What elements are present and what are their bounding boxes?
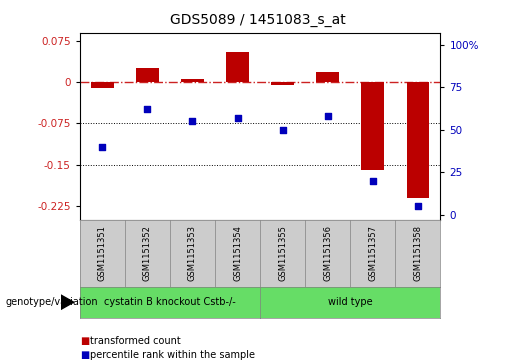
Point (279, 127, 287, 132)
Bar (181, 79, 204, 82)
Text: GSM1151353: GSM1151353 (188, 225, 197, 281)
Text: ■: ■ (80, 350, 89, 360)
Point (143, 106, 151, 112)
Bar (91, 82, 114, 87)
Text: ■: ■ (80, 336, 89, 346)
Text: cystatin B knockout Cstb-/-: cystatin B knockout Cstb-/- (104, 297, 236, 307)
Point (98, 144, 107, 150)
Point (233, 115, 242, 121)
Bar (362, 82, 384, 170)
Point (188, 118, 197, 124)
Text: wild type: wild type (328, 297, 372, 307)
Text: genotype/variation: genotype/variation (5, 297, 98, 307)
Text: GSM1151355: GSM1151355 (278, 225, 287, 281)
Text: transformed count: transformed count (90, 336, 181, 346)
Text: GSM1151356: GSM1151356 (323, 225, 332, 281)
Text: GSM1151352: GSM1151352 (143, 225, 152, 281)
Bar (316, 72, 339, 82)
Bar (136, 68, 159, 82)
Point (323, 113, 332, 119)
Bar (271, 82, 294, 85)
Text: GDS5089 / 1451083_s_at: GDS5089 / 1451083_s_at (169, 13, 346, 27)
Text: GSM1151354: GSM1151354 (233, 225, 242, 281)
Text: GSM1151358: GSM1151358 (414, 225, 422, 281)
Bar (226, 52, 249, 82)
Text: percentile rank within the sample: percentile rank within the sample (90, 350, 255, 360)
Polygon shape (61, 295, 74, 309)
Text: GSM1151357: GSM1151357 (368, 225, 377, 281)
Bar (406, 82, 429, 197)
Point (414, 203, 422, 209)
Text: GSM1151351: GSM1151351 (98, 225, 107, 281)
Point (369, 178, 377, 183)
